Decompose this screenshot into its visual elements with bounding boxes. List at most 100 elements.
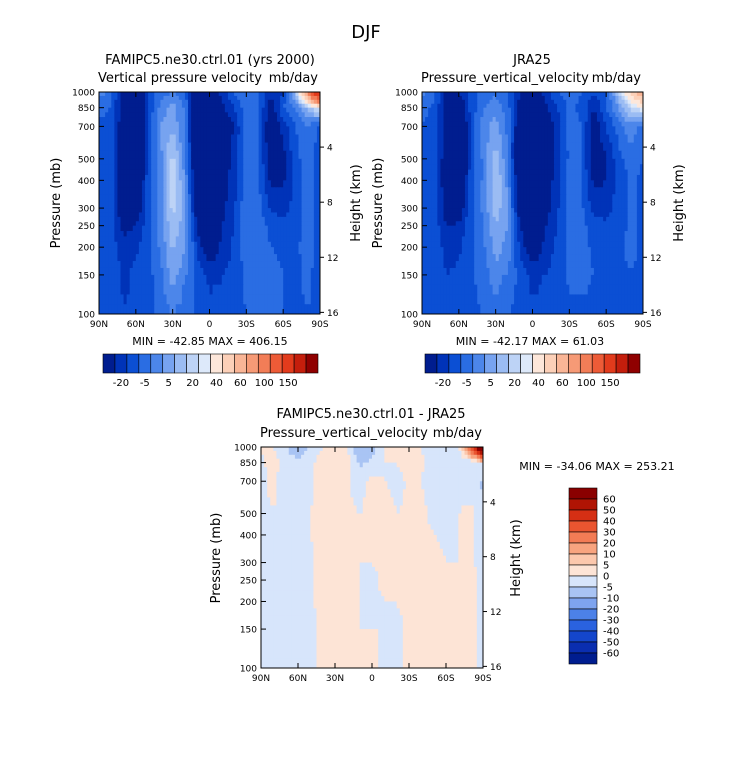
heatmap-cell — [141, 236, 146, 243]
heatmap-cell — [630, 126, 635, 136]
heatmap-cell — [492, 92, 497, 97]
heatmap-cell — [120, 274, 125, 286]
heatmap-cell — [587, 236, 592, 243]
heatmap-cell — [154, 194, 158, 202]
heatmap-cell — [237, 174, 241, 181]
heatmap-cell — [181, 117, 186, 123]
heatmap-cell — [304, 142, 309, 152]
heatmap-cell — [520, 92, 524, 97]
heatmap-cell — [292, 254, 297, 262]
heatmap-cell — [230, 304, 235, 314]
heatmap-cell — [270, 121, 275, 127]
heatmap-cell — [102, 284, 106, 296]
heatmap-cell — [126, 294, 131, 305]
heatmap-cell — [227, 274, 232, 286]
heatmap-cell — [612, 212, 616, 218]
heatmap-cell — [221, 187, 226, 195]
heatmap-cell — [270, 284, 275, 296]
heatmap-cell — [240, 150, 244, 160]
heatmap-cell — [286, 112, 290, 118]
heatmap-cell — [575, 158, 580, 165]
heatmap-cell — [160, 201, 165, 209]
heatmap-cell — [483, 134, 488, 144]
heatmap-cell — [636, 117, 641, 123]
colorbar-swatch — [186, 353, 199, 374]
heatmap-cell — [428, 158, 432, 165]
heatmap-cell — [483, 174, 488, 181]
heatmap-cell — [468, 225, 472, 232]
heatmap-cell — [492, 212, 497, 218]
heatmap-cell — [166, 236, 171, 243]
heatmap-cell — [425, 267, 429, 276]
heatmap-cell — [295, 180, 300, 188]
heatmap-cell — [166, 99, 171, 105]
heatmap-cell — [468, 134, 472, 144]
heatmap-cell — [603, 95, 607, 101]
heatmap-cell — [301, 103, 306, 109]
heatmap-cell — [578, 216, 583, 222]
heatmap-cell — [630, 103, 635, 109]
heatmap-cell — [206, 103, 211, 109]
heatmap-cell — [483, 194, 488, 202]
heatmap-cell — [507, 95, 512, 101]
heatmap-cell — [313, 247, 318, 255]
heatmap-cell — [514, 221, 518, 227]
heatmap-cell — [507, 134, 512, 144]
heatmap-cell — [425, 212, 429, 218]
heatmap-cell — [575, 107, 580, 113]
heatmap-cell — [615, 194, 620, 202]
heatmap-cell — [621, 92, 626, 97]
heatmap-cell — [237, 180, 241, 188]
heatmap-cell — [517, 180, 521, 188]
heatmap-cell — [541, 221, 546, 227]
heatmap-cell — [126, 164, 131, 171]
heatmap-cell — [181, 187, 186, 195]
heatmap-cell — [292, 216, 297, 222]
heatmap-cell — [428, 247, 432, 255]
heatmap-cell — [277, 169, 281, 176]
heatmap-cell — [200, 174, 204, 181]
heatmap-cell — [99, 247, 103, 255]
heatmap-cell — [428, 126, 432, 136]
heatmap-cell — [154, 187, 158, 195]
heatmap-cell — [498, 212, 503, 218]
heatmap-cell — [630, 142, 635, 152]
heatmap-cell — [258, 216, 263, 222]
panel-title: FAMIPC5.ne30.ctrl.01 (yrs 2000) — [105, 53, 315, 68]
heatmap-cell — [575, 194, 580, 202]
heatmap-cell — [504, 194, 509, 202]
heatmap-cell — [307, 169, 312, 176]
heatmap-cell — [114, 194, 119, 202]
heatmap-cell — [280, 121, 284, 127]
heatmap-cell — [431, 117, 435, 123]
heatmap-cell — [243, 117, 247, 123]
heatmap-cell — [612, 221, 616, 227]
heatmap-cell — [440, 225, 445, 232]
heatmap-cell — [120, 158, 125, 165]
heatmap-cell — [566, 216, 570, 222]
heatmap-cell — [252, 150, 257, 160]
heatmap-cell — [553, 164, 558, 171]
heatmap-cell — [639, 158, 643, 165]
heatmap-cell — [270, 294, 275, 305]
heatmap-cell — [572, 216, 577, 222]
heatmap-cell — [455, 95, 460, 101]
heatmap-cell — [169, 112, 174, 118]
heatmap-cell — [550, 221, 555, 227]
heatmap-cell — [507, 126, 512, 136]
heatmap-cell — [477, 216, 481, 222]
heatmap-cell — [307, 194, 312, 202]
heatmap-cell — [123, 164, 128, 171]
heatmap-cell — [600, 180, 604, 188]
heatmap-cell — [584, 158, 589, 165]
heatmap-cell — [261, 254, 266, 262]
heatmap-cell — [249, 112, 254, 118]
heatmap-cell — [160, 254, 165, 262]
heatmap-cell — [194, 247, 198, 255]
heatmap-cell — [443, 174, 448, 181]
heatmap-cell — [560, 225, 564, 232]
heatmap-cell — [206, 95, 211, 101]
heatmap-cell — [489, 92, 494, 97]
heatmap-cell — [639, 187, 643, 195]
heatmap-cell — [194, 212, 198, 218]
